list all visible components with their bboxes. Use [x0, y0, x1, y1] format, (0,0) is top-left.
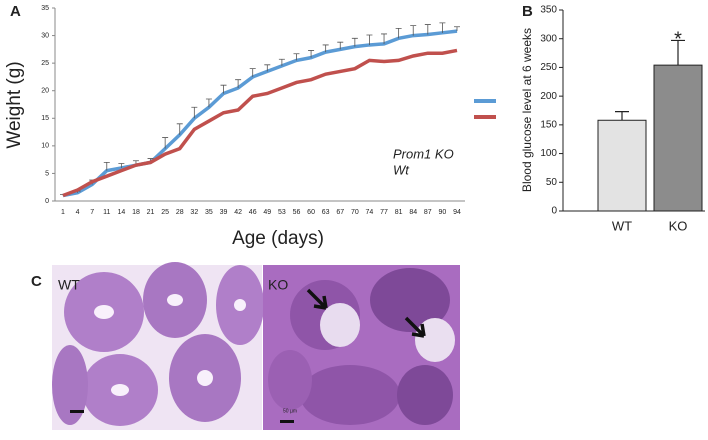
x-tick-label: 42	[234, 209, 242, 216]
x-tick-label: 63	[322, 209, 330, 216]
x-tick-label: 81	[395, 209, 403, 216]
scale-bar-label: 50 µm	[283, 408, 297, 414]
error-bar	[381, 33, 388, 44]
y-tick-label: 100	[540, 148, 557, 159]
bar	[653, 64, 703, 212]
panel-label: B	[522, 3, 533, 20]
x-tick-label: 18	[132, 209, 140, 216]
error-bar	[366, 34, 373, 45]
x-tick-label: 25	[161, 209, 169, 216]
x-tick-label: 90	[439, 209, 447, 216]
error-bar	[205, 98, 212, 108]
histology-wt: WT	[52, 262, 264, 430]
error-bar	[293, 53, 300, 61]
error-bar	[337, 41, 344, 50]
error-bar	[439, 22, 446, 33]
panel-label: A	[10, 3, 21, 20]
x-tick-label: 7	[90, 209, 94, 216]
error-bar	[615, 111, 629, 121]
x-tick-label: 94	[453, 209, 461, 216]
x-tick-label: 74	[366, 209, 374, 216]
y-tick-label: 300	[540, 33, 557, 44]
x-tick-label: 87	[424, 209, 432, 216]
y-tick-label: 25	[41, 60, 49, 67]
y-tick-label: 50	[546, 177, 558, 188]
error-bar	[235, 79, 242, 88]
x-tick-label: 21	[147, 209, 155, 216]
error-bar	[264, 64, 271, 72]
error-bar	[191, 106, 198, 119]
y-tick-label: 200	[540, 91, 557, 102]
x-tick-label: 11	[103, 209, 110, 216]
x-tick-label: 49	[263, 209, 271, 216]
y-axis-label: Weight (g)	[4, 61, 25, 148]
x-tick-label: 1	[61, 209, 65, 216]
y-tick-label: 150	[540, 119, 557, 130]
error-bar	[322, 44, 329, 53]
error-bar	[410, 25, 417, 36]
error-bar	[395, 28, 402, 39]
x-tick-label: 46	[249, 209, 257, 216]
image-label: KO	[268, 277, 288, 293]
x-tick-label: 53	[278, 209, 286, 216]
x-tick-label: 77	[380, 209, 388, 216]
x-tick-label: 4	[76, 209, 80, 216]
x-tick-label: KO	[669, 218, 688, 233]
x-tick-label: 28	[176, 209, 184, 216]
y-tick-label: 15	[41, 115, 49, 122]
x-tick-label: 14	[117, 209, 125, 216]
error-bar	[671, 39, 685, 66]
error-bar	[308, 50, 315, 58]
error-bar	[103, 162, 110, 171]
panel-label: C	[31, 273, 42, 290]
y-tick-label: 30	[41, 32, 49, 39]
y-tick-label: 250	[540, 62, 557, 73]
x-tick-label: 32	[190, 209, 198, 216]
y-tick-label: 350	[540, 5, 557, 16]
image-label: WT	[58, 277, 80, 293]
x-tick-label: 70	[351, 209, 359, 216]
x-tick-label: 39	[220, 209, 228, 216]
error-bar	[220, 84, 227, 94]
error-bar	[351, 37, 358, 47]
x-tick-label: 35	[205, 209, 213, 216]
y-tick-label: 0	[45, 198, 49, 205]
y-tick-label: 20	[41, 88, 49, 95]
y-tick-label: 35	[41, 5, 49, 12]
y-tick-label: 0	[551, 206, 557, 217]
y-tick-label: 10	[41, 143, 49, 150]
annotation: *	[674, 28, 682, 50]
error-bar	[249, 68, 256, 77]
x-tick-label: 60	[307, 209, 315, 216]
error-bar	[162, 137, 169, 149]
x-axis-label: Age (days)	[232, 228, 324, 249]
y-tick-label: 5	[45, 170, 49, 177]
series-line	[62, 48, 458, 198]
legend-label: Prom1 KO	[393, 146, 454, 161]
y-axis-label: Blood glucose level at 6 weeks	[520, 28, 534, 192]
histology-ko: KO 50 µm	[263, 265, 460, 430]
error-bar	[424, 24, 431, 35]
error-bar	[176, 123, 183, 135]
x-tick-label: WT	[612, 218, 632, 233]
x-tick-label: 84	[409, 209, 417, 216]
error-bar	[118, 163, 125, 168]
x-tick-label: 67	[336, 209, 344, 216]
bar	[597, 119, 647, 212]
legend-label: Wt	[393, 162, 410, 177]
x-tick-label: 56	[293, 209, 301, 216]
error-bar	[278, 58, 285, 66]
error-bar	[454, 26, 460, 32]
